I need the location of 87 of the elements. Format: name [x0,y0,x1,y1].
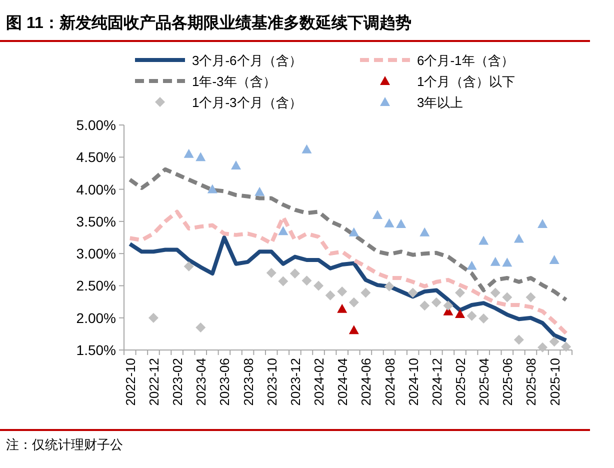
point [538,342,548,352]
point [514,234,524,243]
y-tick-label: 2.00% [76,310,116,326]
y-tick-label: 4.00% [76,181,116,198]
x-tick-label: 2025-08 [524,358,539,406]
point [561,342,572,352]
legend-label: 3年以上 [417,95,464,110]
point [196,152,206,162]
x-tick-label: 2024-02 [312,358,327,406]
y-tick-label: 3.50% [76,213,116,230]
x-tick-label: 2024-10 [406,358,421,406]
y-tick-label: 3.00% [76,246,116,262]
line-series [128,236,568,342]
x-tick-label: 2025-02 [453,358,468,406]
x-tick-label: 2024-08 [382,358,398,406]
point [384,218,394,228]
point [466,260,477,270]
x-tick-label: 2022-10 [122,358,138,406]
chart-title: 图 11：新发纯固收产品各期限业绩基准多数延续下调趋势 [6,14,412,32]
point [360,288,371,298]
x-tick-label: 2024-12 [429,358,444,406]
point [196,322,206,332]
x-tick-label: 2022-12 [146,358,162,406]
line-series [128,210,568,336]
x-tick-label: 2024-04 [335,358,350,406]
x-tick-label: 2023-10 [264,358,280,406]
point [478,236,489,245]
legend-label: 1个月（含）以下 [417,74,516,89]
point [278,226,288,236]
y-tick-label: 4.50% [76,149,116,166]
point [278,276,288,286]
point [526,292,536,302]
y-tick-label: 2.50% [76,278,116,294]
point [420,227,430,236]
x-tick-label: 2023-12 [288,358,303,406]
point [290,268,300,278]
x-tick-label: 2023-08 [240,358,256,406]
point [372,210,382,219]
point [431,297,442,308]
point [384,281,394,292]
point [302,144,312,154]
point [337,286,348,296]
point [490,256,500,266]
line-series [128,167,568,302]
point [420,300,430,311]
point [502,292,512,302]
point [455,309,465,318]
x-tick-label: 2023-06 [217,358,232,406]
x-tick-label: 2025-04 [476,358,492,406]
y-tick-label: 5.00% [76,117,116,133]
point [302,276,312,286]
text: 注：仅统计理财子公 [6,437,123,452]
point [184,261,194,272]
legend-label: 1年-3年（含） [192,74,276,89]
point [490,288,500,298]
point [348,227,359,236]
point [408,288,418,298]
x-tick-label: 2024-06 [358,358,374,406]
point [254,186,265,196]
x-tick-label: 2023-04 [194,358,209,406]
point [314,280,324,291]
point [266,268,276,278]
point [514,334,524,345]
point [207,184,218,194]
legend-label: 6个月-1年（含） [417,53,514,68]
point [549,336,560,347]
point [538,219,548,228]
point [549,255,560,264]
point [396,219,406,228]
point [231,160,241,170]
legend-label: 1个月-3个月（含） [192,95,302,110]
y-tick-label: 1.50% [76,342,116,358]
point [348,297,359,308]
legend-label: 3个月-6个月（含） [192,53,302,68]
x-tick-label: 2025-06 [500,358,516,406]
point [455,288,465,298]
point [337,304,348,313]
point [184,148,194,158]
point [466,310,477,321]
x-tick-label: 2023-02 [170,358,186,406]
point [478,314,489,324]
point [502,258,512,267]
point [148,312,158,323]
point [443,300,454,311]
point [348,325,359,334]
point [325,290,336,300]
x-tick-label: 2025-10 [547,358,562,406]
